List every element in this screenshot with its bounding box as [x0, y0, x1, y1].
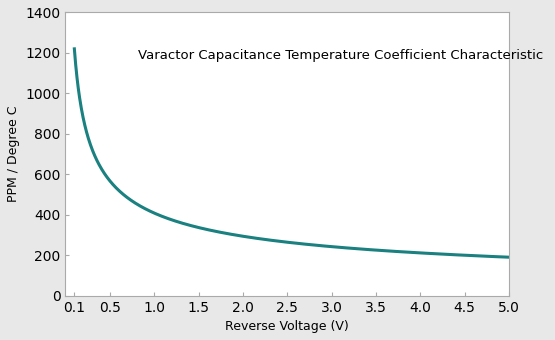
Text: Varactor Capacitance Temperature Coefficient Characteristic: Varactor Capacitance Temperature Coeffic…: [138, 49, 543, 62]
Y-axis label: PPM / Degree C: PPM / Degree C: [7, 106, 20, 202]
X-axis label: Reverse Voltage (V): Reverse Voltage (V): [225, 320, 349, 333]
